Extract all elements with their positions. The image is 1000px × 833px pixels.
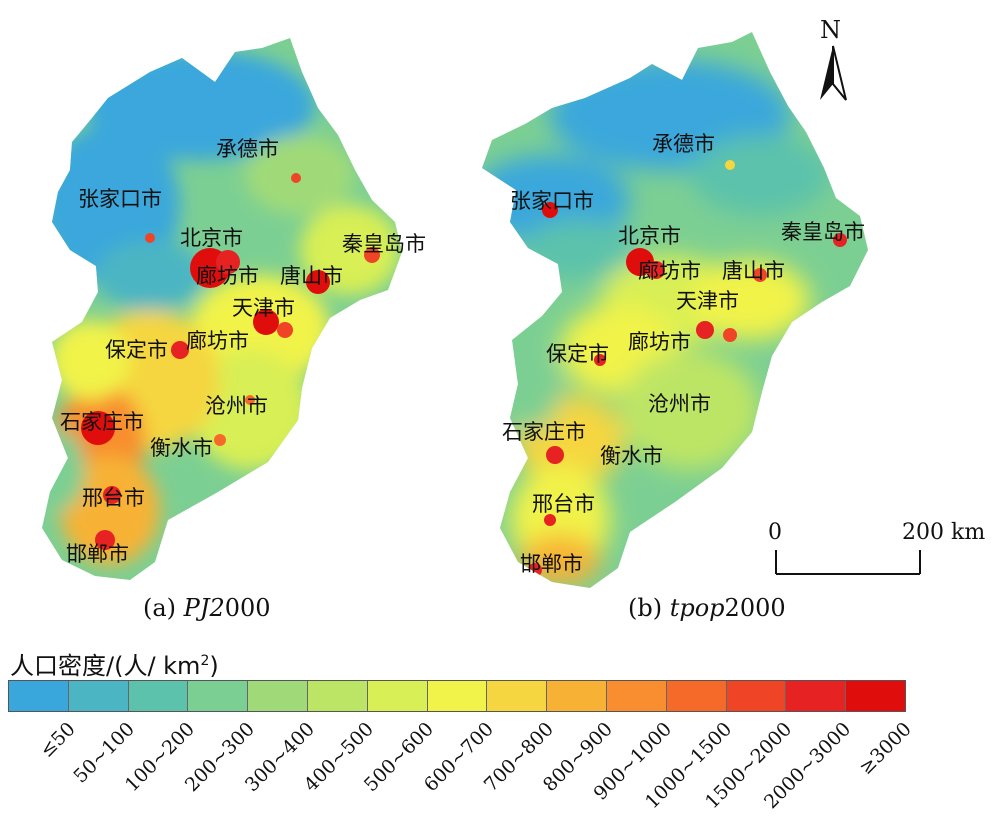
legend-swatch	[128, 681, 189, 711]
scale-bar: 0 200 km	[768, 520, 1000, 582]
city-label-hengshui: 衡水市	[600, 444, 663, 468]
city-label-baoding: 保定市	[546, 342, 609, 366]
city-label-zhangjiakou: 张家口市	[510, 189, 594, 213]
city-label-qinhuangdao: 秦皇岛市	[342, 232, 426, 256]
legend-swatch	[547, 681, 607, 711]
city-label-shijiazhuang: 石家庄市	[60, 410, 144, 434]
city-label-beijing: 北京市	[618, 224, 681, 248]
legend-class-label: ≤50	[35, 718, 80, 762]
legend-title: 人口密度/(人/ km2)	[10, 652, 219, 680]
city-label-zhangjiakou: 张家口市	[78, 187, 162, 211]
city-label-xingtai: 邢台市	[532, 492, 595, 516]
city-label-tianjin: 天津市	[232, 296, 295, 320]
legend-swatch	[846, 681, 905, 711]
legend-swatch	[68, 681, 129, 711]
city-label-hengshui: 衡水市	[150, 436, 213, 460]
city-label-shijiazhuang: 石家庄市	[502, 420, 586, 444]
north-letter: N	[820, 16, 841, 44]
legend-class-label: ≥3000	[854, 718, 916, 780]
legend-swatch	[248, 681, 308, 711]
city-label-langfang: 廊坊市	[628, 330, 691, 354]
city-label-langfang-north: 廊坊市	[196, 264, 259, 288]
legend-swatch	[188, 681, 249, 711]
legend-swatch	[367, 681, 428, 711]
city-label-qinhuangdao: 秦皇岛市	[781, 220, 865, 244]
city-label-beijing: 北京市	[180, 226, 243, 250]
legend-swatch	[786, 681, 847, 711]
city-label-handan: 邯郸市	[520, 552, 583, 576]
city-label-cangzhou: 沧州市	[205, 394, 268, 418]
population-map-b	[482, 32, 868, 588]
legend-swatch	[606, 681, 667, 711]
legend-swatch	[427, 681, 488, 711]
north-arrow-icon	[820, 45, 847, 101]
legend-swatch	[9, 681, 69, 711]
caption-a: (a) PJ2000	[143, 594, 271, 622]
legend-swatch	[726, 681, 787, 711]
city-label-cangzhou: 沧州市	[648, 392, 711, 416]
city-label-baoding: 保定市	[105, 338, 168, 362]
map-panel-pj2000: 承德市 张家口市 北京市 秦皇岛市 廊坊市 唐山市 天津市 保定市 廊坊市 沧州…	[0, 0, 500, 622]
city-label-xingtai: 邢台市	[82, 486, 145, 510]
city-label-tangshan: 唐山市	[280, 264, 343, 288]
scale-start-label: 0	[768, 520, 782, 545]
legend-swatch	[487, 681, 548, 711]
city-label-tianjin: 天津市	[676, 289, 739, 313]
city-label-langfang-north: 廊坊市	[638, 259, 701, 283]
legend-swatch	[307, 681, 368, 711]
legend-swatch	[666, 681, 727, 711]
scale-end-label: 200 km	[902, 520, 986, 545]
city-label-handan: 邯郸市	[66, 542, 129, 566]
caption-b: (b) tpop2000	[628, 594, 786, 622]
city-label-langfang: 廊坊市	[186, 329, 249, 353]
city-label-tangshan: 唐山市	[722, 259, 785, 283]
legend-color-bar	[8, 680, 906, 712]
city-label-chengde: 承德市	[216, 137, 279, 161]
map-panel-tpop2000: 承德市 张家口市 北京市 秦皇岛市 廊坊市 唐山市 天津市 保定市 廊坊市 沧州…	[470, 0, 1000, 622]
population-map-a	[42, 38, 402, 580]
city-label-chengde: 承德市	[652, 132, 715, 156]
